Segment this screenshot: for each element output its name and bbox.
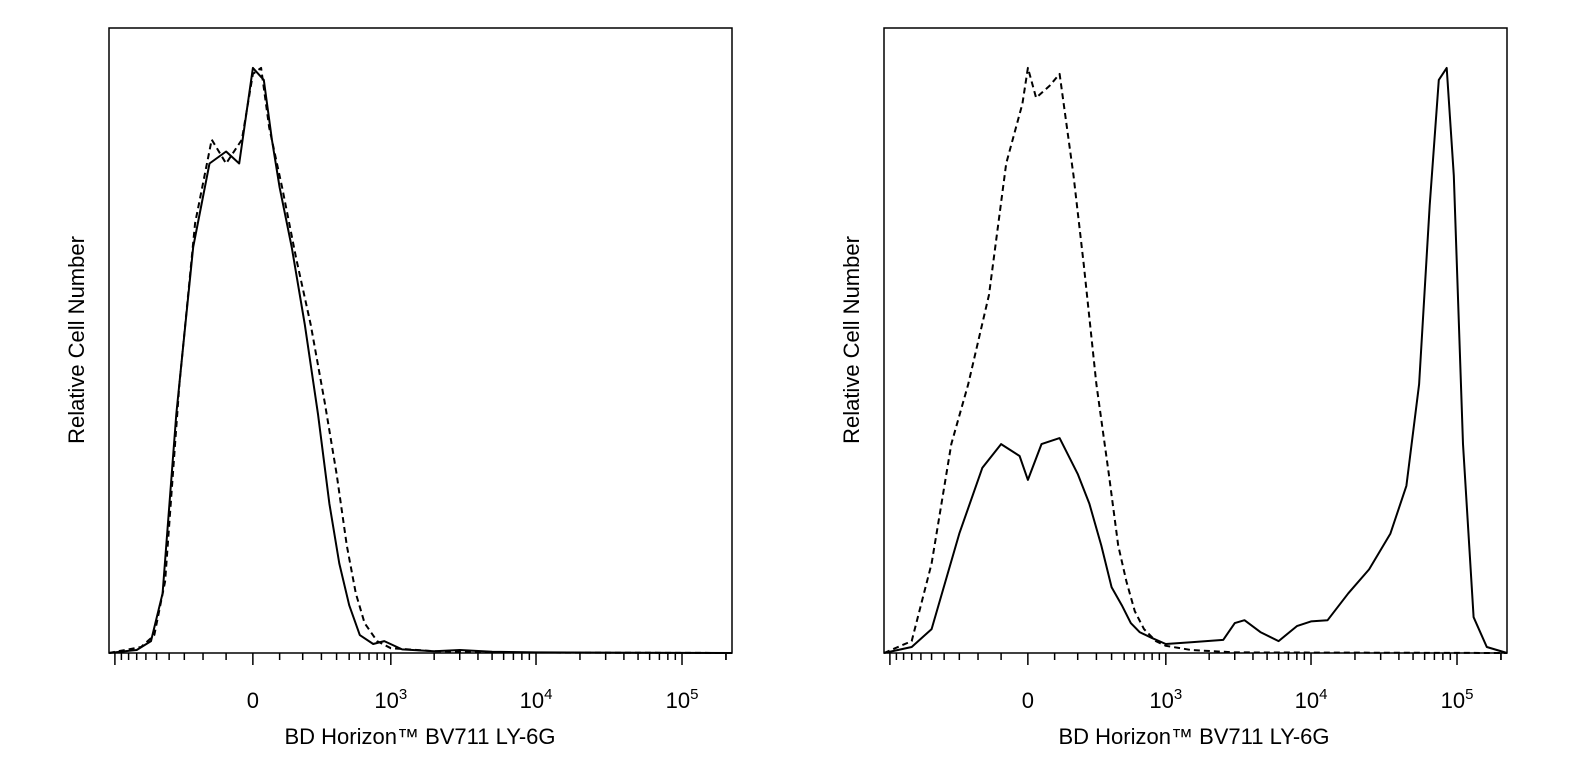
solid-histogram-line: [108, 66, 733, 654]
x-tick-label: 104: [520, 686, 553, 713]
dashed-histogram-line: [108, 66, 733, 654]
solid-histogram-line: [883, 66, 1508, 654]
x-tick-label: 0: [247, 688, 259, 713]
x-tick-label: 104: [1295, 686, 1328, 713]
y-axis-title: Relative Cell Number: [64, 236, 89, 444]
plot-frame: [108, 27, 733, 654]
plot-frame: [883, 27, 1508, 654]
x-axis-ticks: [114, 653, 727, 665]
x-tick-label: 0: [1022, 688, 1034, 713]
histogram-panel-right: 0 103 104 105 BD Horizon™ BV711 LY-6G Relat…: [839, 27, 1508, 749]
x-axis-tick-labels: 0 103 104 105: [247, 686, 699, 713]
x-tick-label: 103: [374, 686, 407, 713]
histogram-series: [108, 66, 733, 654]
histogram-series: [883, 66, 1508, 654]
x-axis-ticks: [889, 653, 1502, 665]
y-axis-title: Relative Cell Number: [839, 236, 864, 444]
x-axis-tick-labels: 0 103 104 105: [1022, 686, 1474, 713]
x-axis-title: BD Horizon™ BV711 LY-6G: [1058, 724, 1329, 749]
x-tick-label: 103: [1149, 686, 1182, 713]
x-tick-label: 105: [1441, 686, 1474, 713]
histogram-panel-left: 0 103 104 105 BD Horizon™ BV711 LY-6G Relat…: [64, 27, 733, 749]
x-tick-label: 105: [666, 686, 699, 713]
x-axis-title: BD Horizon™ BV711 LY-6G: [284, 724, 555, 749]
dashed-histogram-line: [883, 66, 1508, 654]
